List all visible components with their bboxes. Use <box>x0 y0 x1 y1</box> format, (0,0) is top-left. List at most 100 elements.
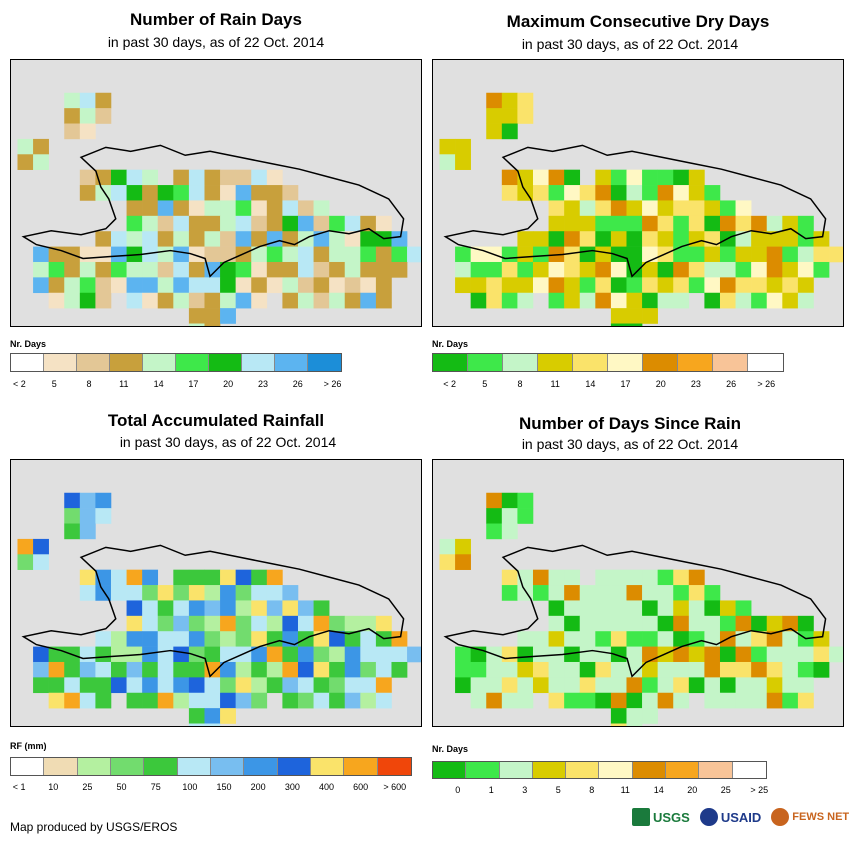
grid-cell <box>188 600 205 617</box>
grid-cell <box>548 277 565 294</box>
grid-cell <box>329 246 346 263</box>
grid-cell <box>33 646 49 663</box>
grid-cell <box>220 308 236 324</box>
grid-cell <box>657 277 674 294</box>
legend-swatch <box>44 758 78 775</box>
legend-swatch <box>466 762 500 778</box>
grid-cell <box>813 631 830 647</box>
grid-cell <box>564 185 581 201</box>
grid-cell <box>142 185 159 201</box>
grid-cell <box>266 661 283 678</box>
grid-cell <box>751 661 768 678</box>
legend-label: 20 <box>655 379 666 389</box>
grid-cell <box>157 692 174 709</box>
grid-cell <box>439 538 456 555</box>
grid-cell <box>126 585 143 601</box>
grid-cell <box>657 661 674 678</box>
grid-cell <box>204 323 221 326</box>
grid-cell <box>829 246 843 263</box>
grid-cell <box>610 677 627 694</box>
grid-cell <box>548 569 565 586</box>
grid-cell <box>642 200 658 217</box>
grid-cell <box>704 692 721 709</box>
grid-cell <box>204 200 221 217</box>
grid-cell <box>407 646 421 663</box>
grid-cell <box>642 600 658 617</box>
grid-cell <box>251 231 268 247</box>
grid-cell <box>548 631 565 647</box>
grid-cell <box>204 569 221 586</box>
grid-cell <box>626 646 643 663</box>
grid-cell <box>251 585 268 601</box>
grid-cell <box>673 277 690 294</box>
grid-cell <box>548 169 565 186</box>
grid-cell <box>297 277 314 294</box>
grid-cell <box>610 246 627 263</box>
grid-cell <box>719 600 736 617</box>
grid-cell <box>673 185 690 201</box>
grid-cell <box>266 246 283 263</box>
grid-cell <box>173 277 190 294</box>
legend-swatch <box>608 354 643 371</box>
grid-cell <box>375 661 392 678</box>
grid-cell <box>282 200 299 217</box>
grid-cell <box>735 677 752 694</box>
grid-cell <box>595 677 612 694</box>
grid-cell <box>797 246 814 263</box>
grid-cell <box>673 585 690 601</box>
grid-cell <box>297 692 314 709</box>
grid-cell <box>766 615 783 632</box>
grid-cell <box>595 661 612 678</box>
grid-cell <box>79 508 96 524</box>
grid-cell <box>235 692 252 709</box>
grid-cell <box>204 661 221 678</box>
grid-cell <box>813 646 830 663</box>
grid-cell <box>688 231 705 247</box>
grid-cell <box>673 631 690 647</box>
grid-cell <box>688 677 705 694</box>
grid-cell <box>626 323 643 326</box>
grid-cell <box>673 615 690 632</box>
grid-cell <box>501 585 518 601</box>
rain-days-map <box>10 59 422 327</box>
grid-cell <box>719 246 736 263</box>
grid-cell <box>610 661 627 678</box>
grid-cell <box>375 292 392 309</box>
grid-cell <box>344 277 361 294</box>
grid-cell <box>797 677 814 694</box>
grid-cell <box>282 600 299 617</box>
grid-cell <box>579 200 596 217</box>
grid-cell <box>579 585 596 601</box>
grid-cell <box>266 631 283 647</box>
legend-label: < 2 <box>443 379 456 389</box>
grid-cell <box>360 246 377 263</box>
grid-cell <box>470 261 487 278</box>
grid-cell <box>548 215 565 232</box>
grid-cell <box>235 661 252 678</box>
grid-cell <box>188 615 205 632</box>
grid-cell <box>375 261 392 278</box>
grid-cell <box>751 246 768 263</box>
since-rain-map <box>432 459 844 727</box>
rainfall-title: Total Accumulated Rainfall <box>107 411 325 430</box>
legend-label: 8 <box>517 379 523 389</box>
map-credit: Map produced by USGS/EROS <box>10 820 178 834</box>
grid-cell <box>220 631 236 647</box>
grid-cell <box>501 569 518 586</box>
grid-cell <box>204 692 221 709</box>
legend-swatch <box>77 354 110 371</box>
grid-cell <box>626 569 643 586</box>
grid-cell <box>375 615 392 632</box>
grid-cell <box>673 677 690 694</box>
grid-cell <box>329 692 346 709</box>
grid-cell <box>564 246 581 263</box>
grid-cell <box>579 185 596 201</box>
logos: USGS USAID FEWS NET <box>632 808 849 826</box>
legend-label: 8 <box>589 785 595 795</box>
grid-cell <box>282 615 299 632</box>
grid-cell <box>204 631 221 647</box>
grid-cell <box>282 246 299 263</box>
grid-cell <box>173 169 190 186</box>
grid-cell <box>220 169 236 186</box>
grid-cell <box>48 292 65 309</box>
